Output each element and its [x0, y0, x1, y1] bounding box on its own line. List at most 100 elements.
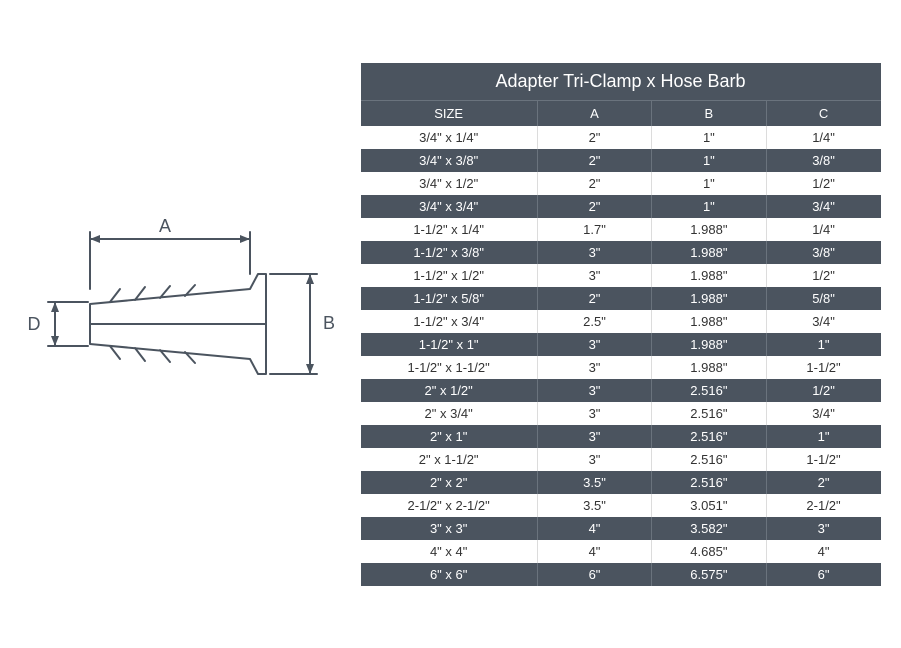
table-cell: 1-1/2" x 1" — [361, 333, 538, 356]
table-cell: 1.988" — [652, 241, 766, 264]
table-cell: 4" x 4" — [361, 540, 538, 563]
table-row: 6" x 6"6"6.575"6" — [361, 563, 881, 586]
table-row: 3/4" x 1/4"2"1"1/4" — [361, 126, 881, 149]
table-cell: 2" x 1-1/2" — [361, 448, 538, 471]
table-cell: 3/4" — [766, 310, 880, 333]
table-cell: 3" — [537, 448, 651, 471]
table-cell: 2" — [766, 471, 880, 494]
table-row: 2" x 1"3"2.516"1" — [361, 425, 881, 448]
table-row: 2" x 1-1/2"3"2.516"1-1/2" — [361, 448, 881, 471]
table-row: 3/4" x 1/2"2"1"1/2" — [361, 172, 881, 195]
table-row: 3" x 3"4"3.582"3" — [361, 517, 881, 540]
table-cell: 1/2" — [766, 264, 880, 287]
table-cell: 3" — [537, 425, 651, 448]
table-cell: 1" — [652, 172, 766, 195]
table-cell: 2.516" — [652, 379, 766, 402]
table-cell: 1-1/2" x 3/4" — [361, 310, 538, 333]
table-cell: 1-1/2" x 1/4" — [361, 218, 538, 241]
col-head-a: A — [537, 100, 651, 126]
table-cell: 3/4" — [766, 402, 880, 425]
table-row: 1-1/2" x 1/4"1.7"1.988"1/4" — [361, 218, 881, 241]
table-cell: 1.988" — [652, 264, 766, 287]
table-cell: 2" x 2" — [361, 471, 538, 494]
table-cell: 3" — [766, 517, 880, 540]
table-title: Adapter Tri-Clamp x Hose Barb — [361, 63, 881, 101]
table-cell: 3.5" — [537, 494, 651, 517]
table-cell: 2" — [537, 126, 651, 149]
table-row: 1-1/2" x 3/4"2.5"1.988"3/4" — [361, 310, 881, 333]
table-cell: 2" — [537, 287, 651, 310]
table-cell: 6" x 6" — [361, 563, 538, 586]
table-row: 1-1/2" x 1/2"3"1.988"1/2" — [361, 264, 881, 287]
table-cell: 1/2" — [766, 379, 880, 402]
table-cell: 3.5" — [537, 471, 651, 494]
table-header-row: SIZE A B C — [361, 100, 881, 126]
table-row: 3/4" x 3/8"2"1"3/8" — [361, 149, 881, 172]
table-cell: 4" — [766, 540, 880, 563]
table-cell: 2.516" — [652, 402, 766, 425]
table-row: 2" x 3/4"3"2.516"3/4" — [361, 402, 881, 425]
table-cell: 1" — [652, 195, 766, 218]
spec-table: Adapter Tri-Clamp x Hose Barb SIZE A B C… — [361, 63, 881, 586]
table-cell: 3/8" — [766, 149, 880, 172]
table-cell: 3.051" — [652, 494, 766, 517]
table-row: 1-1/2" x 1"3"1.988"1" — [361, 333, 881, 356]
table-cell: 3/4" x 3/8" — [361, 149, 538, 172]
table-row: 1-1/2" x 3/8"3"1.988"3/8" — [361, 241, 881, 264]
table-row: 1-1/2" x 1-1/2"3"1.988"1-1/2" — [361, 356, 881, 379]
page: A B D Adapter Tri-Clamp x Hose Barb SIZE… — [0, 0, 901, 648]
table-cell: 1/4" — [766, 126, 880, 149]
table-cell: 1.7" — [537, 218, 651, 241]
table-cell: 3" — [537, 356, 651, 379]
table-cell: 1/4" — [766, 218, 880, 241]
table-cell: 1/2" — [766, 172, 880, 195]
table-row: 1-1/2" x 5/8"2"1.988"5/8" — [361, 287, 881, 310]
table-cell: 1" — [766, 333, 880, 356]
table-cell: 3" — [537, 402, 651, 425]
table-cell: 1.988" — [652, 310, 766, 333]
table-cell: 3" — [537, 241, 651, 264]
dim-label-d: D — [28, 314, 41, 334]
table-cell: 1" — [652, 126, 766, 149]
table-cell: 1.988" — [652, 287, 766, 310]
col-head-c: C — [766, 100, 880, 126]
table-cell: 1-1/2" x 3/8" — [361, 241, 538, 264]
table-cell: 1-1/2" — [766, 356, 880, 379]
adapter-diagram: A B D — [10, 20, 350, 628]
table-cell: 2" — [537, 195, 651, 218]
table-body: 3/4" x 1/4"2"1"1/4"3/4" x 3/8"2"1"3/8"3/… — [361, 126, 881, 586]
table-row: 2" x 1/2"3"2.516"1/2" — [361, 379, 881, 402]
col-head-b: B — [652, 100, 766, 126]
table-cell: 3/4" — [766, 195, 880, 218]
dim-label-a: A — [159, 216, 171, 236]
table-cell: 2.5" — [537, 310, 651, 333]
table-row: 4" x 4"4"4.685"4" — [361, 540, 881, 563]
table-cell: 2" x 1/2" — [361, 379, 538, 402]
table-cell: 1" — [652, 149, 766, 172]
table-cell: 6" — [537, 563, 651, 586]
col-head-size: SIZE — [361, 100, 538, 126]
table-cell: 1.988" — [652, 333, 766, 356]
table-cell: 4" — [537, 517, 651, 540]
table-cell: 6.575" — [652, 563, 766, 586]
table-cell: 2" x 3/4" — [361, 402, 538, 425]
table-cell: 2.516" — [652, 448, 766, 471]
table-cell: 1" — [766, 425, 880, 448]
table-cell: 2-1/2" x 2-1/2" — [361, 494, 538, 517]
table-cell: 3" — [537, 379, 651, 402]
table-cell: 1-1/2" x 1-1/2" — [361, 356, 538, 379]
table-cell: 3" — [537, 333, 651, 356]
spec-table-wrap: Adapter Tri-Clamp x Hose Barb SIZE A B C… — [350, 63, 891, 586]
table-cell: 3" x 3" — [361, 517, 538, 540]
dim-label-b: B — [323, 313, 335, 333]
table-cell: 3/4" x 1/2" — [361, 172, 538, 195]
table-row: 2-1/2" x 2-1/2"3.5"3.051"2-1/2" — [361, 494, 881, 517]
table-cell: 2.516" — [652, 471, 766, 494]
table-cell: 1-1/2" — [766, 448, 880, 471]
table-cell: 2.516" — [652, 425, 766, 448]
table-cell: 2-1/2" — [766, 494, 880, 517]
table-cell: 3" — [537, 264, 651, 287]
table-cell: 3.582" — [652, 517, 766, 540]
table-cell: 2" x 1" — [361, 425, 538, 448]
table-row: 2" x 2"3.5"2.516"2" — [361, 471, 881, 494]
